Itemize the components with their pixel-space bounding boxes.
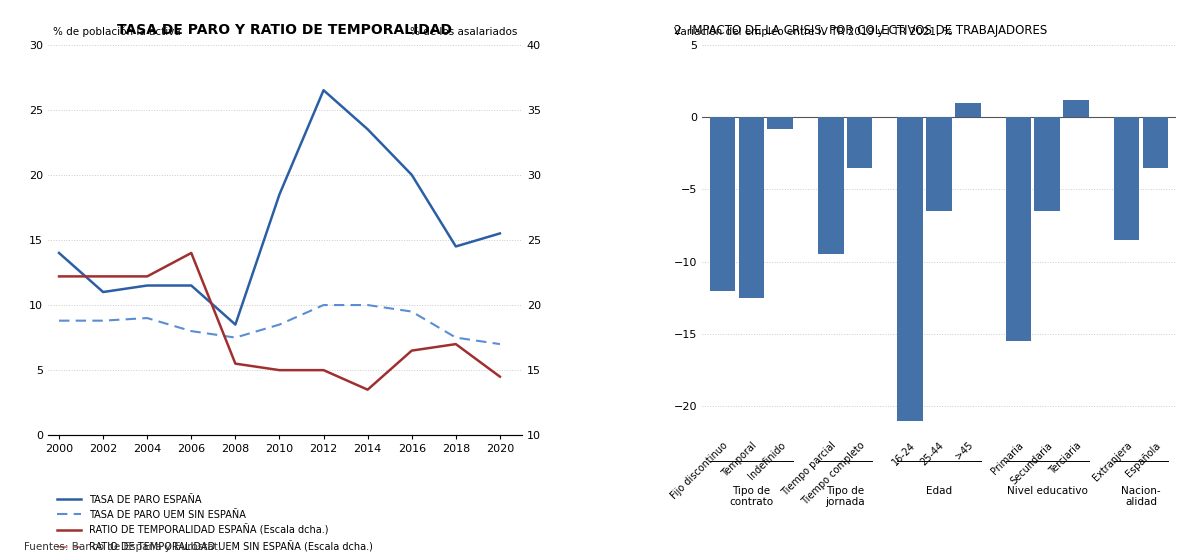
Bar <box>1063 100 1088 117</box>
Bar <box>955 103 980 117</box>
Text: Nivel educativo: Nivel educativo <box>1007 486 1087 496</box>
Bar <box>709 117 736 291</box>
Text: Tipo de
contrato: Tipo de contrato <box>730 486 774 507</box>
Text: Fuentes: Banco de España y Eurostat.: Fuentes: Banco de España y Eurostat. <box>24 542 221 552</box>
Bar <box>768 117 793 128</box>
Text: Tipo de
jornada: Tipo de jornada <box>826 486 865 507</box>
Text: % de población la activa: % de población la activa <box>53 26 180 37</box>
Bar <box>1006 117 1031 341</box>
Bar <box>898 117 923 421</box>
Text: % de los asalariados: % de los asalariados <box>410 27 517 37</box>
Bar <box>926 117 952 211</box>
Bar <box>818 117 844 254</box>
Bar <box>1142 117 1169 167</box>
Text: Edad: Edad <box>926 486 952 496</box>
Legend: TASA DE PARO ESPAÑA, TASA DE PARO UEM SIN ESPAÑA, RATIO DE TEMPORALIDAD ESPAÑA (: TASA DE PARO ESPAÑA, TASA DE PARO UEM SI… <box>53 491 377 556</box>
Bar <box>738 117 764 298</box>
Text: 2  IMPACTO DE LA CRISIS, POR COLECTIVOS DE TRABAJADORES: 2 IMPACTO DE LA CRISIS, POR COLECTIVOS D… <box>673 23 1046 36</box>
Bar <box>1034 117 1060 211</box>
Text: Variación del empleo entre IV TR 2019 y I TR 2021, %: Variación del empleo entre IV TR 2019 y … <box>673 26 952 37</box>
Text: Nacion-
alidad: Nacion- alidad <box>1121 486 1160 507</box>
Bar <box>847 117 872 167</box>
Bar <box>1114 117 1140 240</box>
Title: TASA DE PARO Y RATIO DE TEMPORALIDAD: TASA DE PARO Y RATIO DE TEMPORALIDAD <box>118 22 452 36</box>
